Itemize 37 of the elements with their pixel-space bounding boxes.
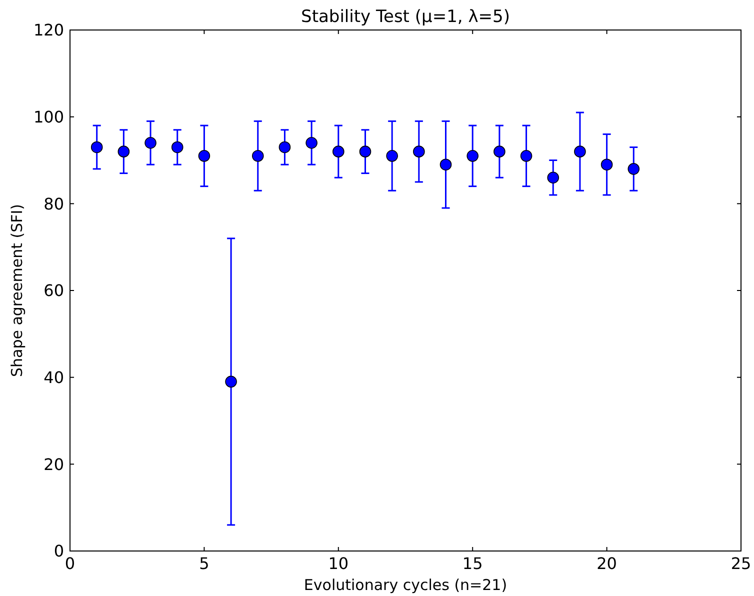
x-tick-label: 20 [596,554,617,573]
point [466,150,478,162]
point [171,141,184,154]
point [278,141,291,154]
y-tick-label: 80 [44,194,64,214]
y-tick-label: 120 [33,20,64,40]
point [440,158,452,170]
y-tick-label: 40 [44,368,64,387]
y-tick-label: 100 [33,107,64,126]
point [574,146,586,158]
point [386,150,398,162]
point [332,146,344,158]
point [306,136,318,149]
point [118,146,130,158]
x-tick-label: 15 [462,554,483,573]
x-tick-label: 0 [64,554,76,573]
x-tick-label: 5 [199,554,210,573]
point [90,141,103,154]
chart-title: Stability Test (μ=1, λ=5) [301,7,510,27]
x-tick-label: 25 [730,554,752,573]
point [359,146,372,158]
point [198,150,210,162]
point [144,136,156,149]
x-axis-title: Evolutionary cycles (n=21) [304,576,508,594]
point [225,376,237,388]
y-tick-label: 20 [44,454,64,474]
x-tick-label: 10 [328,554,349,573]
point [252,150,264,162]
point [520,150,532,162]
point [628,163,640,175]
y-tick-label: 0 [54,542,64,561]
y-tick-label: 60 [44,281,64,300]
point [413,146,425,158]
point [600,158,613,170]
y-axis-title: Shape agreement (SFI) [8,204,26,378]
point [494,146,506,158]
point [547,172,560,184]
